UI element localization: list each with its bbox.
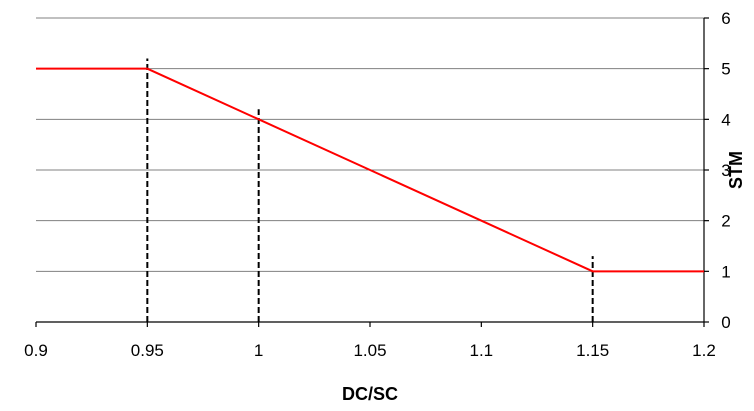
y-tick-label: 5 (721, 60, 730, 79)
y-tick-labels: 0 1 2 3 4 5 6 (721, 9, 730, 332)
x-tick-label: 1.05 (353, 341, 386, 360)
reference-lines (146, 58, 594, 322)
x-tick-label: 0.95 (131, 341, 164, 360)
x-tick-label: 1.2 (692, 341, 716, 360)
series-line-0 (36, 67, 704, 273)
y-tick-label: 4 (721, 110, 730, 129)
x-axis-title: DC/SC (342, 384, 398, 404)
y-tick-label: 2 (721, 212, 730, 231)
x-tick-label: 1.15 (576, 341, 609, 360)
y-tick-label: 0 (721, 313, 730, 332)
axes (35, 17, 709, 327)
y-tick-label: 1 (721, 262, 730, 281)
y-tick-label: 3 (721, 161, 730, 180)
grid-lines (36, 17, 704, 272)
y-axis-title: STM (726, 151, 746, 189)
series-lines (36, 67, 704, 273)
x-tick-label: 1.1 (470, 341, 494, 360)
x-tick-labels: 0.9 0.95 1 1.05 1.1 1.15 1.2 (24, 341, 716, 360)
x-tick-label: 1 (254, 341, 263, 360)
x-tick-label: 0.9 (24, 341, 48, 360)
y-tick-label: 6 (721, 9, 730, 28)
